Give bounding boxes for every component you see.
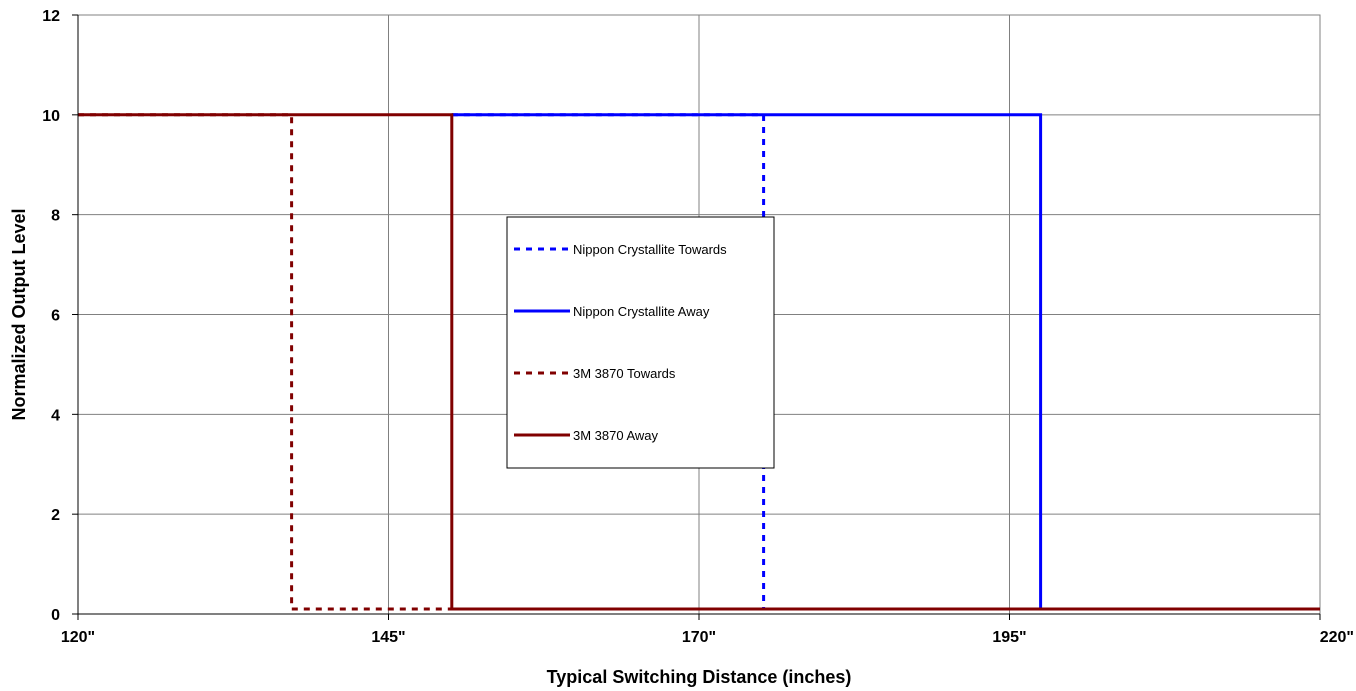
- x-tick-label: 170": [682, 629, 716, 646]
- x-tick-label: 120": [61, 629, 95, 646]
- y-tick-label: 8: [51, 208, 60, 225]
- y-tick-label: 6: [51, 308, 60, 325]
- x-axis-title: Typical Switching Distance (inches): [547, 667, 852, 687]
- series-line-3m-3870-away: [78, 113, 1320, 611]
- y-axis-title: Normalized Output Level: [9, 208, 29, 420]
- y-tick-label: 12: [42, 8, 60, 25]
- x-tick-label: 145": [371, 629, 405, 646]
- y-tick-label: 10: [42, 108, 60, 125]
- y-axis-ticks: 0 2 4 6 8 10 12: [42, 8, 78, 624]
- legend-label: Nippon Crystallite Away: [573, 304, 710, 319]
- legend: Nippon Crystallite Towards Nippon Crystal…: [506, 216, 775, 469]
- y-tick-label: 0: [51, 607, 60, 624]
- y-tick-label: 2: [51, 507, 60, 524]
- legend-label: 3M 3870 Away: [573, 428, 659, 443]
- legend-label: 3M 3870 Towards: [573, 366, 676, 381]
- y-tick-label: 4: [51, 407, 60, 424]
- x-tick-label: 220": [1320, 629, 1354, 646]
- legend-box: [506, 216, 775, 469]
- x-axis-ticks: 120" 145" 170" 195" 220": [61, 614, 1354, 646]
- legend-label: Nippon Crystallite Towards: [573, 242, 727, 257]
- x-tick-label: 195": [992, 629, 1026, 646]
- series-layer: [78, 113, 1320, 611]
